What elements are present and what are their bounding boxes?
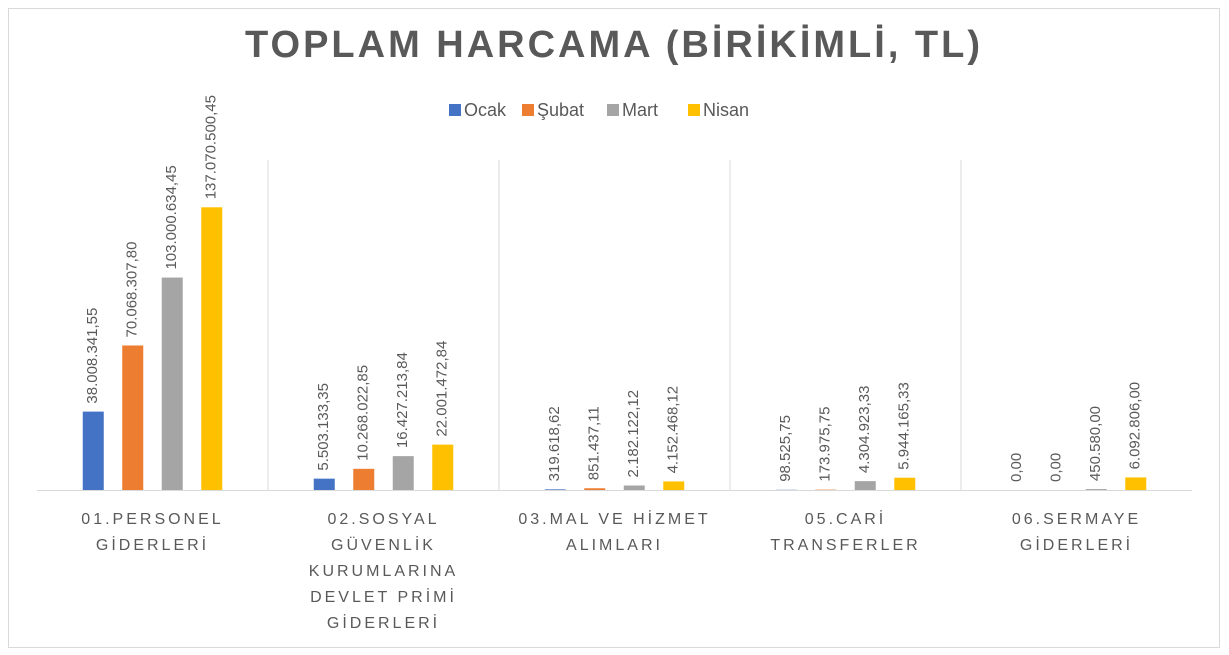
data-label: 4.304.923,33 [856, 386, 873, 474]
bar [1085, 489, 1107, 490]
data-label: 5.503.133,35 [315, 383, 332, 471]
bar [1125, 477, 1147, 490]
data-label: 0,00 [1008, 453, 1025, 482]
bar [663, 481, 685, 490]
data-label: 98.525,75 [777, 415, 794, 482]
data-label: 2.182.122,12 [625, 390, 642, 478]
legend-swatch [688, 104, 700, 116]
bar [432, 444, 454, 490]
bar [623, 485, 645, 490]
bar [392, 456, 414, 490]
bar [82, 411, 104, 490]
legend-swatch [607, 104, 619, 116]
legend-label: Nisan [703, 100, 749, 120]
x-tick-label: 03.MAL VE HİZMET ALIMLARI [518, 511, 711, 554]
bar [854, 481, 876, 490]
bar [353, 468, 375, 490]
bar [161, 277, 183, 490]
data-label: 10.268.022,85 [355, 365, 372, 461]
legend-label: Mart [622, 100, 658, 120]
legend-swatch [449, 104, 461, 116]
bar [201, 207, 223, 490]
data-label: 450.580,00 [1087, 406, 1104, 481]
data-label: 38.008.341,55 [84, 308, 101, 404]
bar [544, 489, 566, 490]
data-label: 22.001.472,84 [434, 341, 451, 437]
data-label: 6.092.806,00 [1127, 382, 1144, 470]
data-label: 5.944.165,33 [896, 382, 913, 470]
legend-label: Ocak [464, 100, 507, 120]
bar [584, 488, 606, 490]
data-label: 4.152.468,12 [665, 386, 682, 474]
data-label: 137.070.500,45 [203, 95, 220, 199]
data-label: 173.975,75 [817, 407, 834, 482]
x-tick-label: 01.PERSONEL GİDERLERİ [81, 511, 224, 554]
x-tick-label: 05.CARİ TRANSFERLER [770, 511, 921, 554]
data-label: 851.437,11 [586, 406, 603, 480]
chart-title: TOPLAM HARCAMA (BİRİKİMLİ, TL) [245, 24, 983, 66]
x-tick-label: 06.SERMAYE GİDERLERİ [1011, 511, 1142, 554]
bar [313, 478, 335, 490]
data-label: 16.427.213,84 [394, 352, 411, 448]
legend-swatch [522, 104, 534, 116]
data-label: 319.618,62 [546, 406, 563, 481]
x-tick-label: 02.SOSYAL GÜVENLİK KURUMLARINA DEVLET PR… [308, 511, 459, 632]
data-label: 70.068.307,80 [124, 242, 141, 338]
bar [894, 477, 916, 490]
data-label: 103.000.634,45 [163, 165, 180, 269]
bar [122, 345, 144, 490]
legend-label: Şubat [537, 100, 584, 120]
data-label: 0,00 [1048, 453, 1065, 482]
